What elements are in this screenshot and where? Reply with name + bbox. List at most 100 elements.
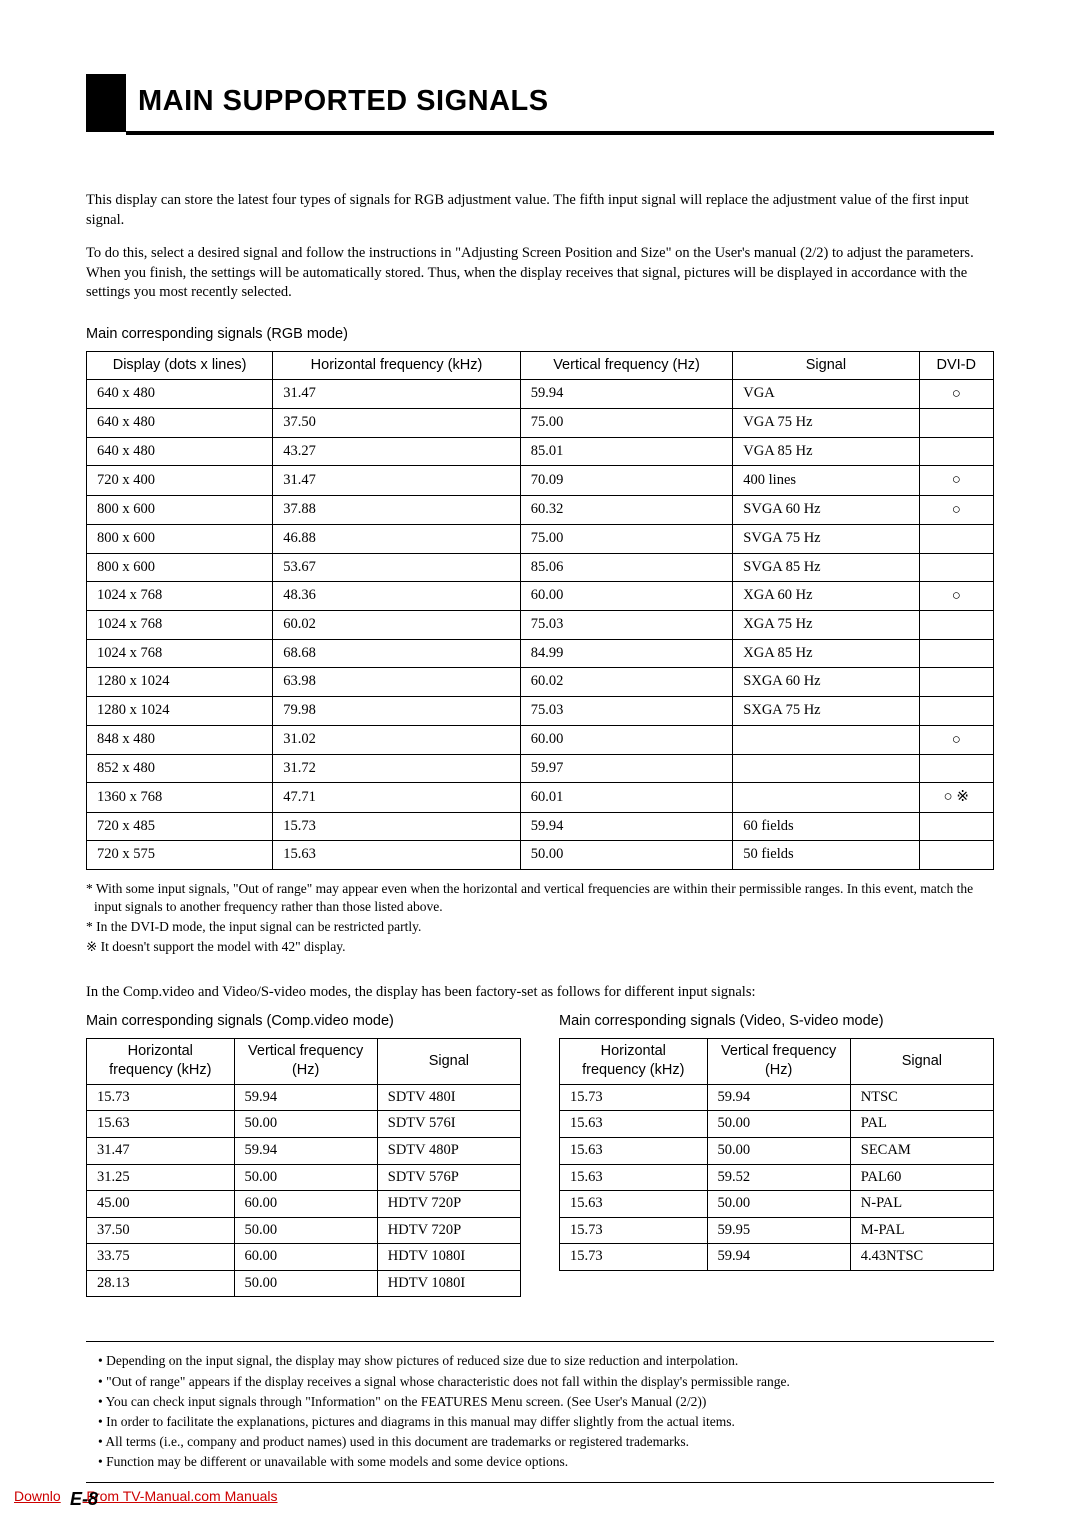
cell-signal: 50 fields: [733, 841, 919, 870]
col-signal: Signal: [850, 1038, 993, 1084]
cell-signal: [733, 754, 919, 783]
cell-vfreq: 70.09: [520, 466, 733, 495]
cell-dvid: [919, 668, 994, 697]
cell-display: 1360 x 768: [87, 783, 273, 812]
cell-vfreq: 50.00: [234, 1164, 377, 1191]
cell-hfreq: 46.88: [273, 524, 521, 553]
video-table: Horizontal frequency (kHz) Vertical freq…: [559, 1038, 994, 1271]
cell-display: 640 x 480: [87, 409, 273, 438]
table-row: 640 x 48043.2785.01VGA 85 Hz: [87, 437, 994, 466]
cell-dvid: [919, 697, 994, 726]
cell-vfreq: 60.01: [520, 783, 733, 812]
cell-display: 800 x 600: [87, 524, 273, 553]
table-row: 720 x 48515.7359.9460 fields: [87, 812, 994, 841]
header-bar: MAIN SUPPORTED SIGNALS: [86, 70, 994, 135]
cell-vfreq: 59.94: [234, 1138, 377, 1165]
cell-hfreq: 15.73: [560, 1217, 708, 1244]
cell-vfreq: 85.01: [520, 437, 733, 466]
header-block-icon: [86, 74, 126, 132]
download-link[interactable]: DownloE-8 From TV-Manual.com Manuals: [14, 1487, 278, 1506]
table-row: 800 x 60053.6785.06SVGA 85 Hz: [87, 553, 994, 582]
table-row: 720 x 40031.4770.09400 lines○: [87, 466, 994, 495]
cell-vfreq: 59.94: [707, 1084, 850, 1111]
cell-vfreq: 85.06: [520, 553, 733, 582]
col-display: Display (dots x lines): [87, 351, 273, 380]
table-row: 15.6359.52PAL60: [560, 1164, 994, 1191]
cell-signal: 4.43NTSC: [850, 1244, 993, 1271]
cell-hfreq: 15.73: [560, 1244, 708, 1271]
table-row: 15.7359.94NTSC: [560, 1084, 994, 1111]
cell-hfreq: 15.63: [560, 1191, 708, 1218]
cell-vfreq: 75.03: [520, 611, 733, 640]
comp-table: Horizontal frequency (kHz) Vertical freq…: [86, 1038, 521, 1298]
col-vfreq: Vertical frequency (Hz): [520, 351, 733, 380]
cell-signal: XGA 60 Hz: [733, 582, 919, 611]
comp-video-section: Main corresponding signals (Comp.video m…: [86, 1008, 521, 1297]
cell-vfreq: 59.94: [520, 380, 733, 409]
rgb-notes: * With some input signals, "Out of range…: [86, 880, 994, 957]
cell-vfreq: 59.94: [234, 1084, 377, 1111]
cell-signal: [733, 725, 919, 754]
cell-signal: 60 fields: [733, 812, 919, 841]
page-title: MAIN SUPPORTED SIGNALS: [126, 70, 994, 135]
cell-vfreq: 75.00: [520, 409, 733, 438]
cell-hfreq: 15.63: [560, 1164, 708, 1191]
cell-dvid: ○: [919, 495, 994, 524]
cell-hfreq: 15.63: [87, 1111, 235, 1138]
cell-vfreq: 60.00: [234, 1244, 377, 1271]
cell-hfreq: 37.50: [87, 1217, 235, 1244]
cell-vfreq: 50.00: [234, 1217, 377, 1244]
cell-display: 1280 x 1024: [87, 697, 273, 726]
cell-vfreq: 50.00: [707, 1191, 850, 1218]
cell-signal: XGA 75 Hz: [733, 611, 919, 640]
cell-vfreq: 60.00: [520, 725, 733, 754]
cell-vfreq: 50.00: [520, 841, 733, 870]
cell-hfreq: 31.25: [87, 1164, 235, 1191]
cell-display: 640 x 480: [87, 380, 273, 409]
cell-display: 852 x 480: [87, 754, 273, 783]
cell-vfreq: 50.00: [234, 1111, 377, 1138]
col-signal: Signal: [733, 351, 919, 380]
table-header-row: Display (dots x lines) Horizontal freque…: [87, 351, 994, 380]
cell-display: 1024 x 768: [87, 639, 273, 668]
cell-display: 1280 x 1024: [87, 668, 273, 697]
table-row: 720 x 57515.6350.0050 fields: [87, 841, 994, 870]
cell-vfreq: 84.99: [520, 639, 733, 668]
video-svideo-section: Main corresponding signals (Video, S-vid…: [559, 1008, 994, 1297]
cell-hfreq: 33.75: [87, 1244, 235, 1271]
intro-text: This display can store the latest four t…: [86, 191, 994, 303]
bullet-2: • "Out of range" appears if the display …: [98, 1373, 994, 1391]
cell-signal: VGA 85 Hz: [733, 437, 919, 466]
mid-text: In the Comp.video and Video/S-video mode…: [86, 983, 994, 1003]
intro-p2: To do this, select a desired signal and …: [86, 244, 994, 303]
cell-hfreq: 63.98: [273, 668, 521, 697]
table-row: 640 x 48031.4759.94VGA○: [87, 380, 994, 409]
cell-dvid: [919, 553, 994, 582]
cell-dvid: ○ ※: [919, 783, 994, 812]
cell-hfreq: 37.88: [273, 495, 521, 524]
cell-vfreq: 60.00: [520, 582, 733, 611]
cell-hfreq: 15.73: [273, 812, 521, 841]
cell-hfreq: 15.63: [560, 1138, 708, 1165]
table-row: 45.0060.00HDTV 720P: [87, 1191, 521, 1218]
table-row: 33.7560.00HDTV 1080I: [87, 1244, 521, 1271]
cell-signal: VGA 75 Hz: [733, 409, 919, 438]
col-vfreq: Vertical frequency (Hz): [234, 1038, 377, 1084]
cell-vfreq: 60.02: [520, 668, 733, 697]
cell-display: 800 x 600: [87, 495, 273, 524]
cell-display: 848 x 480: [87, 725, 273, 754]
cell-vfreq: 50.00: [234, 1270, 377, 1297]
cell-display: 1024 x 768: [87, 611, 273, 640]
cell-signal: HDTV 720P: [377, 1191, 520, 1218]
cell-vfreq: 59.95: [707, 1217, 850, 1244]
cell-signal: SDTV 480P: [377, 1138, 520, 1165]
bullet-1: • Depending on the input signal, the dis…: [98, 1352, 994, 1370]
cell-signal: SXGA 60 Hz: [733, 668, 919, 697]
rgb-table: Display (dots x lines) Horizontal freque…: [86, 351, 994, 870]
cell-signal: 400 lines: [733, 466, 919, 495]
cell-signal: SDTV 576I: [377, 1111, 520, 1138]
cell-vfreq: 50.00: [707, 1111, 850, 1138]
cell-display: 720 x 485: [87, 812, 273, 841]
cell-display: 720 x 575: [87, 841, 273, 870]
cell-vfreq: 75.00: [520, 524, 733, 553]
